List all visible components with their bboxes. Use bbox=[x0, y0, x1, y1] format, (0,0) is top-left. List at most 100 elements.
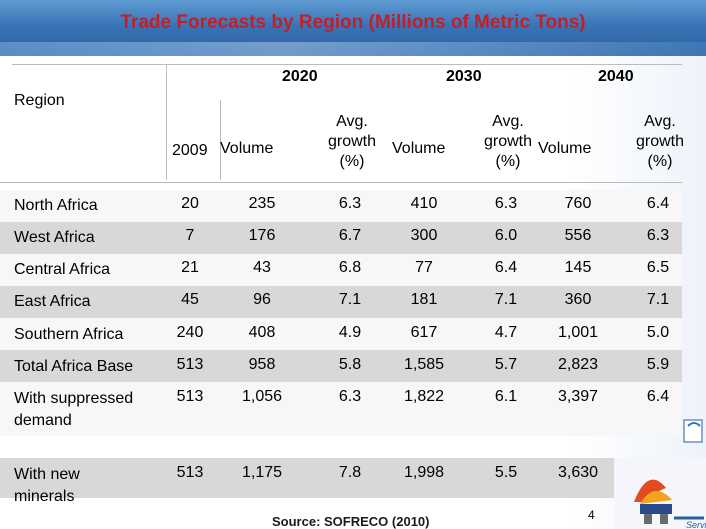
cell-v2020: 43 bbox=[253, 259, 271, 276]
table-row bbox=[0, 286, 682, 318]
row-region-label: Central Africa bbox=[14, 259, 110, 281]
row-region-label: With suppressed demand bbox=[14, 388, 133, 432]
row-region-label: West Africa bbox=[14, 227, 95, 249]
cell-v2030: 1,585 bbox=[403, 356, 445, 373]
title-stripe bbox=[0, 42, 706, 56]
header-bottom-line bbox=[0, 182, 682, 183]
cell-g2020: 7.1 bbox=[338, 291, 362, 308]
cell-g2030: 5.5 bbox=[494, 464, 518, 481]
cell-g2030: 7.1 bbox=[494, 291, 518, 308]
cell-v2020: 1,175 bbox=[241, 464, 283, 481]
table-row bbox=[0, 318, 682, 350]
header-top-line bbox=[12, 64, 682, 65]
region-name: With suppressed bbox=[14, 390, 134, 407]
cell-v2040: 3,630 bbox=[557, 464, 599, 481]
cell-g2040: 5.9 bbox=[646, 356, 670, 373]
cell-v2009: 7 bbox=[185, 227, 195, 244]
cell-v2040: 3,397 bbox=[557, 388, 599, 405]
region-name: Southern Africa bbox=[14, 326, 124, 343]
region-name-continued: demand bbox=[14, 412, 72, 429]
cell-g2020: 5.8 bbox=[338, 356, 362, 373]
cell-v2009: 513 bbox=[176, 464, 204, 481]
cell-g2020: 6.3 bbox=[338, 195, 362, 212]
cell-v2040: 145 bbox=[564, 259, 592, 276]
table-row bbox=[0, 350, 682, 382]
table-row bbox=[0, 222, 682, 254]
source-note: Source: SOFRECO (2010) bbox=[272, 514, 430, 529]
cell-v2020: 958 bbox=[248, 356, 276, 373]
cell-g2030: 6.3 bbox=[494, 195, 518, 212]
row-region-label: Southern Africa bbox=[14, 324, 123, 346]
cell-v2040: 760 bbox=[564, 195, 592, 212]
cell-v2030: 1,822 bbox=[403, 388, 445, 405]
col-2030-growth-header: Avg. growth (%) bbox=[470, 112, 546, 172]
col-2020-growth-header: Avg. growth (%) bbox=[314, 112, 390, 172]
cell-v2040: 2,823 bbox=[557, 356, 599, 373]
col-2040-growth-header: Avg. growth (%) bbox=[622, 112, 698, 172]
cell-g2040: 6.4 bbox=[646, 388, 670, 405]
cell-v2020: 176 bbox=[248, 227, 276, 244]
cell-g2040: 6.4 bbox=[646, 195, 670, 212]
cell-v2020: 96 bbox=[253, 291, 271, 308]
growth-label-line1: Avg. bbox=[644, 113, 676, 130]
col-2040-volume-header: Volume bbox=[538, 140, 592, 157]
cell-v2009: 513 bbox=[176, 388, 204, 405]
row-region-label: North Africa bbox=[14, 195, 98, 217]
cell-v2040: 360 bbox=[564, 291, 592, 308]
cell-g2040: 7.1 bbox=[646, 291, 670, 308]
cell-g2040: 5.0 bbox=[646, 324, 670, 341]
cell-v2020: 408 bbox=[248, 324, 276, 341]
table-row bbox=[0, 190, 682, 222]
growth-label-line2: growth bbox=[483, 133, 533, 150]
row-region-label: With new minerals bbox=[14, 464, 80, 508]
page-number: 4 bbox=[588, 508, 595, 522]
region-name: Central Africa bbox=[14, 261, 111, 278]
cell-v2040: 556 bbox=[564, 227, 592, 244]
growth-label-line1: Avg. bbox=[336, 113, 368, 130]
cell-v2009: 513 bbox=[176, 356, 204, 373]
cell-v2030: 1,998 bbox=[403, 464, 445, 481]
cell-g2030: 5.7 bbox=[494, 356, 518, 373]
cell-v2030: 300 bbox=[410, 227, 438, 244]
year-2030-header: 2030 bbox=[446, 68, 482, 85]
col-2009-header: 2009 bbox=[172, 142, 208, 159]
region-name: With new bbox=[14, 466, 80, 483]
cell-g2020: 6.7 bbox=[338, 227, 362, 244]
growth-label-line3: (%) bbox=[339, 153, 365, 170]
cell-v2009: 240 bbox=[176, 324, 204, 341]
cell-v2030: 410 bbox=[410, 195, 438, 212]
cell-v2020: 235 bbox=[248, 195, 276, 212]
cell-v2020: 1,056 bbox=[241, 388, 283, 405]
row-region-label: East Africa bbox=[14, 291, 90, 313]
region-name: West Africa bbox=[14, 229, 95, 246]
growth-label-line3: (%) bbox=[647, 153, 673, 170]
slide-title: Trade Forecasts by Region (Millions of M… bbox=[120, 12, 586, 33]
region-name: North Africa bbox=[14, 197, 98, 214]
row-region-label: Total Africa Base bbox=[14, 356, 133, 378]
cell-v2009: 45 bbox=[181, 291, 199, 308]
region-name: East Africa bbox=[14, 293, 91, 310]
cell-g2030: 4.7 bbox=[494, 324, 518, 341]
table-row bbox=[0, 254, 682, 286]
region-divider bbox=[166, 64, 167, 180]
year-divider bbox=[220, 100, 221, 180]
cell-v2030: 181 bbox=[410, 291, 438, 308]
cell-v2030: 77 bbox=[415, 259, 433, 276]
organization-logo-icon: Service bbox=[614, 458, 706, 529]
region-name: Total Africa Base bbox=[14, 358, 134, 375]
cell-g2020: 4.9 bbox=[338, 324, 362, 341]
growth-label-line3: (%) bbox=[495, 153, 521, 170]
title-bar bbox=[0, 0, 706, 56]
table-row bbox=[0, 382, 682, 436]
cell-g2030: 6.4 bbox=[494, 259, 518, 276]
cell-v2040: 1,001 bbox=[557, 324, 599, 341]
cell-v2009: 21 bbox=[181, 259, 199, 276]
cell-v2030: 617 bbox=[410, 324, 438, 341]
cell-g2020: 6.3 bbox=[338, 388, 362, 405]
region-header: Region bbox=[14, 92, 65, 109]
region-name-continued: minerals bbox=[14, 488, 75, 505]
cell-g2030: 6.0 bbox=[494, 227, 518, 244]
year-2020-header: 2020 bbox=[282, 68, 318, 85]
col-2030-volume-header: Volume bbox=[392, 140, 446, 157]
cell-g2020: 6.8 bbox=[338, 259, 362, 276]
